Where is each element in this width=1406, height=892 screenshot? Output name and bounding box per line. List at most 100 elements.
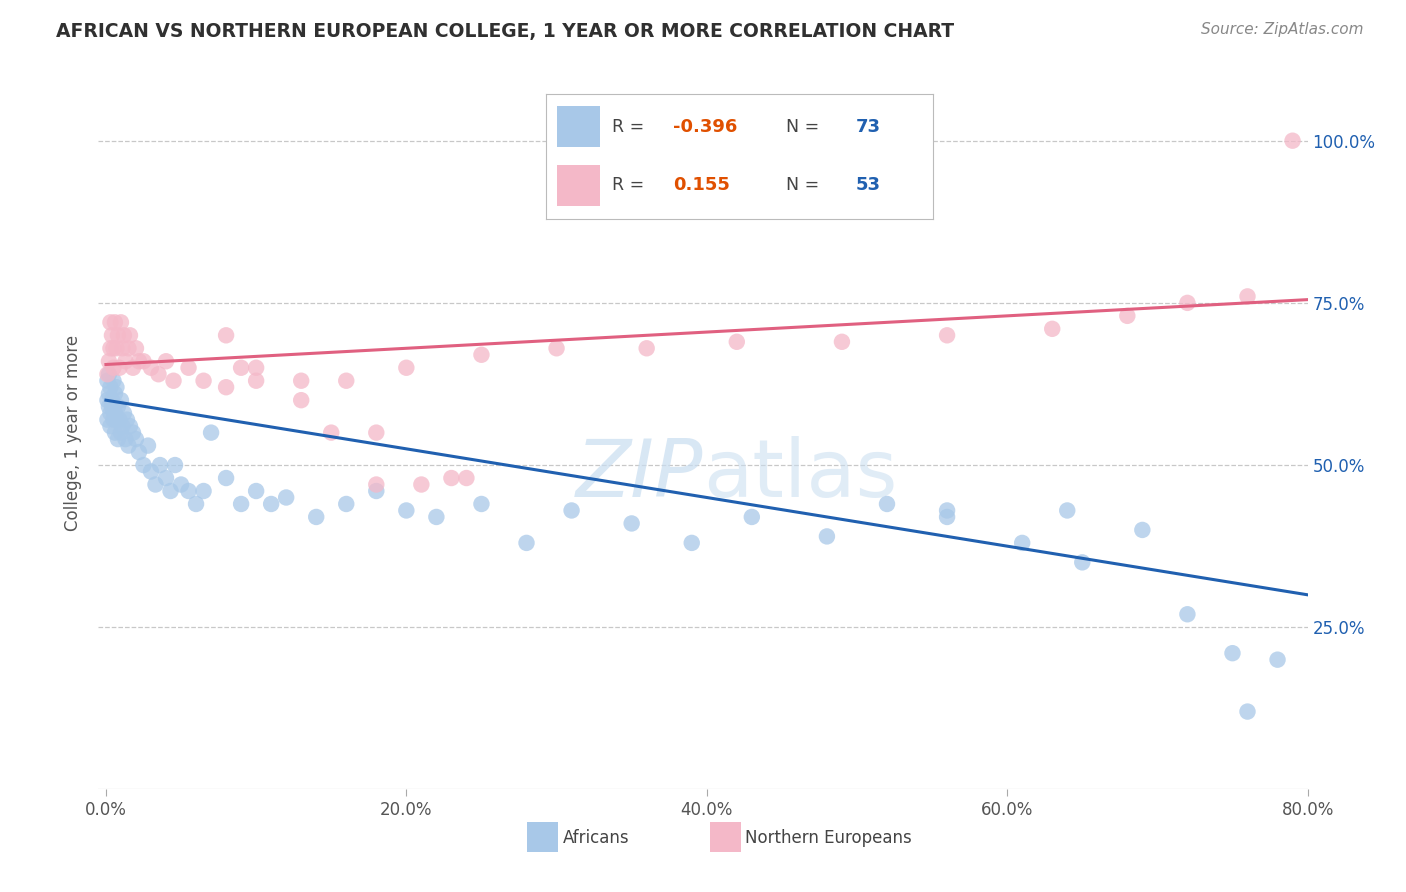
Point xyxy=(162,374,184,388)
Point xyxy=(276,491,298,505)
Text: ZIP: ZIP xyxy=(575,436,703,515)
Point xyxy=(515,536,537,550)
Point xyxy=(112,406,135,420)
Point xyxy=(215,328,238,343)
Point xyxy=(114,432,136,446)
Point xyxy=(193,483,215,498)
Point xyxy=(128,354,150,368)
Point xyxy=(229,360,252,375)
Y-axis label: College, 1 year or more: College, 1 year or more xyxy=(65,334,83,531)
Point xyxy=(366,483,388,498)
Point xyxy=(366,477,388,491)
Point xyxy=(148,368,170,382)
Point xyxy=(1236,705,1258,719)
Point xyxy=(104,315,127,329)
Point xyxy=(100,380,122,394)
Point xyxy=(101,393,124,408)
Point xyxy=(177,483,200,498)
Point xyxy=(111,419,134,434)
Point xyxy=(831,334,853,349)
Point xyxy=(149,458,172,472)
Point xyxy=(245,374,267,388)
Point xyxy=(108,412,131,426)
Point xyxy=(725,334,748,349)
Point xyxy=(163,458,186,472)
Point xyxy=(132,458,155,472)
Point xyxy=(936,328,959,343)
Point xyxy=(260,497,283,511)
Point xyxy=(425,510,447,524)
Point xyxy=(200,425,222,440)
Point xyxy=(440,471,463,485)
Point xyxy=(290,393,312,408)
Point xyxy=(110,425,132,440)
Text: Africans: Africans xyxy=(562,829,628,847)
Point xyxy=(139,360,162,375)
Point xyxy=(111,341,134,355)
Point xyxy=(125,432,148,446)
Point xyxy=(103,374,125,388)
Point xyxy=(101,400,124,414)
Point xyxy=(741,510,763,524)
Point xyxy=(132,354,155,368)
Point xyxy=(936,503,959,517)
Point xyxy=(105,412,128,426)
Point xyxy=(335,374,357,388)
Point xyxy=(215,380,238,394)
Point xyxy=(108,360,131,375)
Point xyxy=(114,354,136,368)
Point xyxy=(110,393,132,408)
Point xyxy=(366,425,388,440)
Point xyxy=(1011,536,1033,550)
Point xyxy=(245,360,267,375)
Point xyxy=(145,477,167,491)
Point xyxy=(155,471,177,485)
Point xyxy=(876,497,898,511)
Point xyxy=(103,360,125,375)
Point xyxy=(105,380,128,394)
Point xyxy=(128,445,150,459)
Point xyxy=(136,439,159,453)
Point xyxy=(1281,134,1303,148)
Point xyxy=(159,483,181,498)
Point xyxy=(101,328,124,343)
Point xyxy=(1177,607,1199,622)
Text: Northern Europeans: Northern Europeans xyxy=(745,829,912,847)
Point xyxy=(290,374,312,388)
Point xyxy=(139,465,162,479)
Point xyxy=(1236,289,1258,303)
Point xyxy=(936,510,959,524)
Point xyxy=(1116,309,1139,323)
Point xyxy=(546,341,568,355)
Point xyxy=(117,341,139,355)
Point xyxy=(107,400,129,414)
Text: atlas: atlas xyxy=(703,436,897,515)
Point xyxy=(321,425,343,440)
Point xyxy=(184,497,207,511)
Point xyxy=(815,529,838,543)
Point xyxy=(620,516,643,531)
Point xyxy=(1130,523,1153,537)
Point xyxy=(1040,322,1063,336)
Point xyxy=(470,497,492,511)
Point xyxy=(96,393,118,408)
Point xyxy=(112,328,135,343)
Point xyxy=(170,477,193,491)
Point xyxy=(100,341,122,355)
Point xyxy=(97,354,120,368)
Text: Source: ZipAtlas.com: Source: ZipAtlas.com xyxy=(1201,22,1364,37)
Point xyxy=(1222,646,1244,660)
Point xyxy=(96,368,118,382)
Point xyxy=(122,425,145,440)
Point xyxy=(411,477,433,491)
Point xyxy=(96,374,118,388)
Point xyxy=(96,412,118,426)
Point xyxy=(155,354,177,368)
Point xyxy=(305,510,328,524)
Point xyxy=(335,497,357,511)
Point xyxy=(245,483,267,498)
Point xyxy=(1267,653,1289,667)
Point xyxy=(105,341,128,355)
Point xyxy=(103,412,125,426)
Point xyxy=(117,439,139,453)
